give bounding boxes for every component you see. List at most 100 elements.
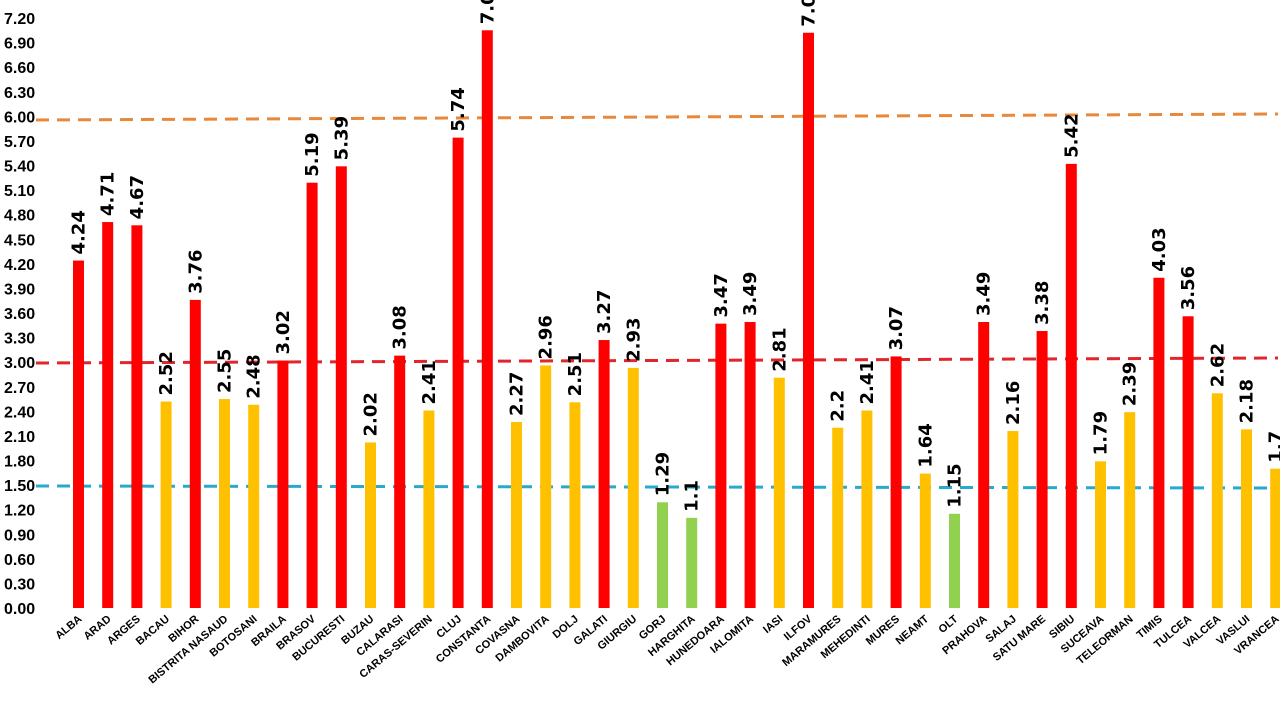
bar-sibiu: [1065, 163, 1077, 608]
data-label: 3.02: [273, 310, 294, 354]
data-label: 2.2: [828, 390, 849, 422]
data-label: 4.71: [98, 172, 119, 216]
bar-suceava: [1095, 461, 1106, 608]
bar-arad: [102, 222, 114, 608]
bar-teleorman: [1124, 412, 1136, 608]
data-label: 5.39: [331, 116, 352, 160]
bar-bistrita-nasaud: [219, 399, 230, 608]
bar-arges: [131, 225, 143, 608]
y-tick-label: 5.40: [4, 159, 35, 176]
data-label: 2.48: [244, 354, 265, 398]
bar-ilfov: [803, 32, 814, 608]
x-category-label: OLT: [936, 613, 960, 636]
bar-ialomita: [744, 322, 756, 608]
y-tick-label: 6.60: [4, 60, 35, 77]
data-label: 1.79: [1091, 411, 1112, 455]
data-label: 3.49: [740, 272, 761, 316]
y-tick-label: 5.10: [4, 183, 35, 200]
data-label: 2.52: [156, 351, 177, 395]
data-labels-group: 4.24 4.71 4.67 2.52 3.76 2.55 2.48 3.02 5.19 5.39…: [69, 0, 1280, 512]
bar-covasna: [511, 421, 522, 608]
data-label: 3.27: [594, 290, 615, 334]
bar-constanta: [481, 30, 493, 608]
x-category-label: ALBA: [53, 613, 84, 642]
bar-calarasi: [394, 355, 406, 608]
y-tick-label: 4.20: [4, 257, 35, 274]
bar-vaslui: [1241, 429, 1252, 608]
data-label: 3.76: [185, 249, 206, 293]
data-label: 3.38: [1032, 281, 1053, 325]
data-label: 2.62: [1207, 343, 1228, 387]
data-label: 7.02: [799, 0, 820, 27]
bar-vrancea: [1270, 468, 1280, 608]
bar-tulcea: [1182, 316, 1194, 608]
data-label: 2.41: [857, 360, 878, 404]
bar-botosani: [248, 404, 260, 608]
x-category-label: BACAU: [134, 613, 172, 648]
data-label: 2.27: [507, 372, 528, 416]
data-label: 4.03: [1149, 227, 1170, 271]
y-tick-label: 0.30: [4, 576, 35, 593]
data-label: 1.7: [1266, 431, 1280, 463]
y-tick-label: 2.10: [4, 429, 35, 446]
data-label: 3.47: [711, 273, 732, 317]
y-tick-label: 0.60: [4, 552, 35, 569]
y-tick-label: 1.50: [4, 478, 35, 495]
bar-maramures: [832, 427, 844, 608]
y-tick-label: 3.30: [4, 331, 35, 348]
data-label: 1.1: [682, 480, 703, 512]
y-tick-label: 1.20: [4, 503, 35, 520]
bar-bucuresti: [335, 166, 347, 608]
data-label: 3.56: [1178, 266, 1199, 310]
data-label: 2.02: [361, 392, 382, 436]
bar-mures: [890, 356, 902, 608]
data-label: 2.16: [1003, 381, 1024, 425]
y-tick-label: 4.50: [4, 232, 35, 249]
y-tick-label: 7.20: [4, 11, 35, 28]
y-tick-label: 1.80: [4, 454, 35, 471]
data-label: 2.41: [419, 360, 440, 404]
y-tick-label: 3.60: [4, 306, 35, 323]
y-tick-label: 0.00: [4, 601, 35, 618]
data-label: 5.42: [1061, 113, 1082, 157]
y-tick-label: 0.90: [4, 527, 35, 544]
bar-galati: [598, 340, 610, 608]
data-label: 4.67: [127, 175, 148, 219]
bar-brasov: [306, 182, 318, 609]
bar-iasi: [773, 377, 785, 608]
bar-dolj: [569, 402, 581, 608]
y-tick-label: 6.90: [4, 36, 35, 53]
data-label: 7.05: [477, 0, 498, 24]
bar-buzau: [365, 442, 376, 608]
bar-caras-severin: [423, 410, 435, 608]
bar-prahova: [978, 322, 990, 608]
bar-timis: [1153, 277, 1165, 608]
bar-valcea: [1211, 393, 1223, 608]
bar-giurgiu: [627, 367, 639, 608]
data-label: 2.18: [1237, 379, 1258, 423]
data-label: 2.51: [565, 352, 586, 396]
bar-salaj: [1007, 431, 1019, 608]
data-label: 2.81: [769, 327, 790, 371]
y-tick-label: 3.00: [4, 355, 35, 372]
data-label: 5.74: [448, 87, 469, 131]
y-tick-label: 5.70: [4, 134, 35, 151]
x-category-label: IASI: [761, 613, 785, 636]
y-tick-label: 2.70: [4, 380, 35, 397]
data-label: 1.64: [915, 423, 936, 467]
data-label: 2.55: [215, 349, 236, 393]
bar-mehedinti: [861, 410, 873, 608]
y-tick-label: 6.30: [4, 85, 35, 102]
bar-bihor: [189, 299, 201, 608]
bar-gorj: [657, 502, 668, 608]
orange-threshold-line: [35, 112, 1279, 122]
bar-cluj: [452, 137, 464, 608]
bar-olt: [949, 513, 960, 608]
bars-group: [73, 30, 1280, 609]
bar-bacau: [160, 401, 172, 608]
data-label: 3.07: [886, 306, 907, 350]
y-tick-label: 3.90: [4, 281, 35, 298]
y-tick-label: 2.40: [4, 404, 35, 421]
y-axis-ticks: 0.00 0.30 0.60 0.90 1.20 1.50 1.80 2.10 2.40 2.70…: [4, 11, 35, 618]
